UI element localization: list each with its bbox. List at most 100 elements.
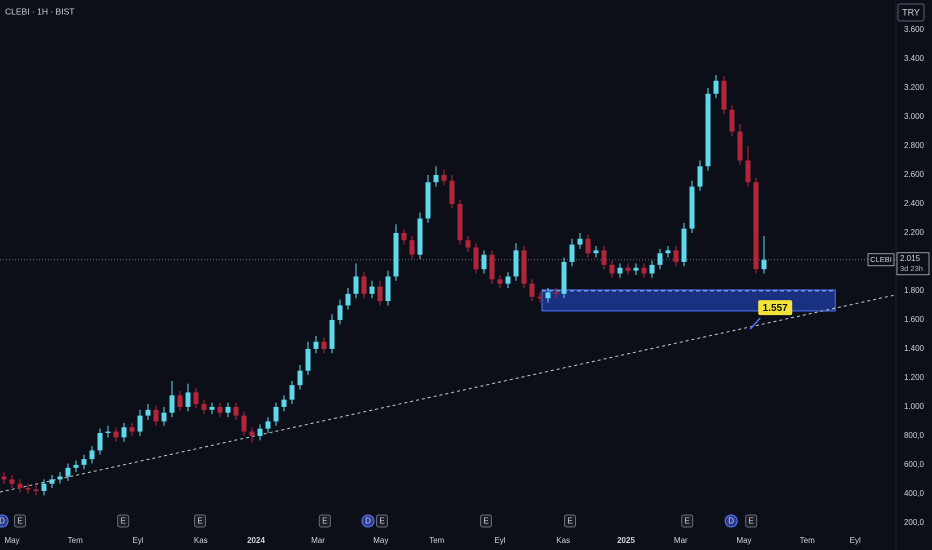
event-label: E bbox=[121, 517, 126, 526]
candle-body bbox=[353, 276, 359, 294]
candle-body bbox=[305, 348, 311, 371]
candle-body bbox=[513, 250, 519, 277]
y-tick-label: 3.200 bbox=[904, 83, 925, 92]
y-tick-label: 1.400 bbox=[904, 344, 925, 353]
candle-body bbox=[145, 409, 151, 416]
candle-body bbox=[369, 286, 375, 294]
y-tick-label: 3.400 bbox=[904, 54, 925, 63]
candle-body bbox=[721, 80, 727, 110]
dividend-marker bbox=[361, 514, 375, 528]
y-tick-label: 1.800 bbox=[904, 286, 925, 295]
earnings-marker bbox=[194, 514, 206, 528]
candle-body bbox=[657, 253, 663, 265]
event-label: E bbox=[483, 517, 488, 526]
earnings-marker bbox=[318, 514, 331, 528]
earnings-marker bbox=[681, 514, 694, 528]
x-tick-label: Tem bbox=[429, 536, 444, 545]
candle-body bbox=[105, 431, 111, 434]
candle-body bbox=[697, 166, 703, 187]
candle-body bbox=[729, 109, 735, 132]
x-tick-label: Eyl bbox=[850, 536, 861, 545]
x-tick-label: Kas bbox=[194, 536, 208, 545]
candle-body bbox=[33, 489, 39, 492]
annotation-pointer bbox=[749, 317, 761, 330]
candle-body bbox=[329, 319, 335, 349]
candle-body bbox=[753, 182, 759, 270]
event-label: E bbox=[17, 517, 22, 526]
x-tick-label: May bbox=[373, 536, 388, 545]
candle-body bbox=[577, 238, 583, 245]
candle-body bbox=[337, 305, 343, 320]
symbol-label: CLEBI bbox=[870, 255, 892, 264]
x-tick-label: 2025 bbox=[617, 536, 635, 545]
candle-body bbox=[689, 186, 695, 229]
candle-body bbox=[129, 427, 135, 432]
candle-body bbox=[185, 392, 191, 407]
candle-body bbox=[505, 276, 511, 284]
trendline bbox=[0, 294, 896, 493]
candle-body bbox=[633, 267, 639, 271]
candle-body bbox=[441, 174, 447, 181]
candle-body bbox=[761, 259, 767, 270]
candle-body bbox=[313, 341, 319, 349]
candle-body bbox=[297, 370, 303, 386]
candle-body bbox=[241, 415, 247, 432]
earnings-marker bbox=[376, 514, 388, 528]
x-tick-label: Tem bbox=[800, 536, 815, 545]
candle-body bbox=[233, 406, 239, 416]
candle-body bbox=[465, 240, 471, 248]
countdown-label: 3d 23h bbox=[900, 264, 923, 273]
candle-body bbox=[177, 395, 183, 407]
currency-label[interactable]: TRY bbox=[902, 7, 920, 17]
candle-body bbox=[681, 228, 687, 262]
x-tick-label: Eyl bbox=[494, 536, 505, 545]
candle-body bbox=[601, 250, 607, 265]
x-tick-label: 2024 bbox=[247, 536, 265, 545]
candle-body bbox=[433, 174, 439, 183]
candle-body bbox=[257, 428, 263, 436]
dividend-marker bbox=[0, 514, 9, 528]
candle-body bbox=[113, 431, 119, 438]
candle-body bbox=[161, 412, 167, 422]
candle-body bbox=[65, 467, 71, 477]
y-tick-label: 1.600 bbox=[904, 315, 925, 324]
candle-body bbox=[265, 421, 271, 429]
event-label: E bbox=[685, 517, 690, 526]
candle-body bbox=[569, 244, 575, 262]
x-tick-label: Mar bbox=[311, 536, 325, 545]
candle-body bbox=[57, 476, 63, 480]
x-tick-label: May bbox=[736, 536, 751, 545]
candle-body bbox=[73, 464, 79, 468]
candle-body bbox=[409, 240, 415, 255]
candle-body bbox=[497, 279, 503, 284]
currency-button[interactable] bbox=[897, 3, 925, 22]
earnings-marker bbox=[564, 514, 576, 528]
candle-body bbox=[49, 479, 55, 484]
candle-body bbox=[377, 286, 383, 302]
candle-body bbox=[281, 399, 287, 407]
candle-body bbox=[561, 261, 567, 294]
candle-body bbox=[201, 404, 207, 410]
candle-body bbox=[553, 292, 559, 294]
x-tick-label: Tem bbox=[68, 536, 83, 545]
earnings-marker bbox=[480, 514, 492, 528]
x-tick-label: Mar bbox=[674, 536, 688, 545]
candle-body bbox=[137, 415, 143, 432]
last-price-label: 2.015 bbox=[900, 254, 921, 263]
y-tick-label: 200,0 bbox=[904, 518, 925, 527]
candle-body bbox=[97, 433, 103, 451]
candle-body bbox=[345, 293, 351, 306]
y-tick-label: 2.600 bbox=[904, 170, 925, 179]
candle-body bbox=[89, 450, 95, 460]
candle-body bbox=[609, 264, 615, 274]
y-tick-label: 2.200 bbox=[904, 228, 925, 237]
earnings-marker bbox=[745, 514, 758, 528]
candle-body bbox=[9, 479, 15, 484]
y-tick-label: 3.000 bbox=[904, 112, 925, 121]
candle-body bbox=[737, 131, 743, 161]
candle-body bbox=[81, 459, 87, 465]
candle-body bbox=[17, 483, 23, 489]
price-tag bbox=[896, 252, 930, 276]
